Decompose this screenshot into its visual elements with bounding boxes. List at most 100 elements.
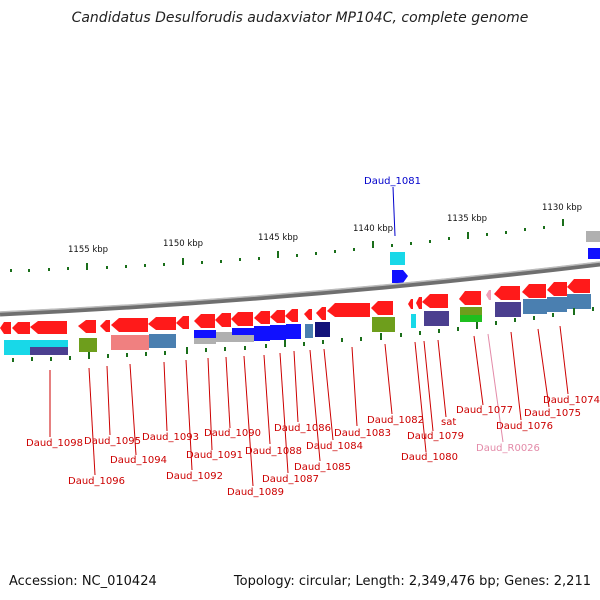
scale-label: 1150 kbp [163,239,203,249]
genome-backbone [0,261,600,317]
cds-block [460,307,482,315]
scale-label: 1130 kbp [542,203,582,213]
gene-label: Daud_1075 [524,408,581,419]
gene-label: Daud_1093 [142,432,199,443]
gene-arrow [78,320,96,333]
gene-label: Daud_1080 [401,452,458,463]
cds-block [372,317,395,332]
genome-summary-text: Topology: circular; Length: 2,349,476 bp… [233,574,591,589]
gene-label: Daud_1092 [166,471,223,482]
cds-block [567,294,591,309]
cds-block [79,338,97,352]
gene-arrow [194,314,215,328]
gene-arrow [12,322,30,334]
cds-block [315,322,330,337]
accession-text: Accession: NC_010424 [9,574,157,589]
gene-arrow [270,310,285,323]
gene-label: Daud_1096 [68,476,125,487]
scale-label: 1140 kbp [353,224,393,234]
gene-label: Daud_1084 [306,441,363,452]
gene-label: Daud_1091 [186,450,243,461]
gene-label: Daud_1089 [227,487,284,498]
gene-label: Daud_1079 [407,431,464,442]
cds-block [495,302,521,317]
cds-block [232,328,254,335]
gene-arrow [327,303,370,317]
gene-arrow [422,294,448,308]
cds-block [588,248,600,259]
cds-block [424,311,449,326]
scale-label: 1145 kbp [258,233,298,243]
cds-block [390,252,405,265]
cds-block [30,340,68,347]
gene-label: Daud_1074 [543,395,600,406]
gene-arrow [547,282,567,296]
gene-label: Daud_1094 [110,455,167,466]
cds-block [411,314,416,328]
gene-arrow [494,286,520,300]
cds-track [4,294,591,355]
gene-label: Daud_1083 [334,428,391,439]
cds-block [4,340,30,355]
gene-arrow [0,322,11,334]
cds-block [254,326,270,341]
gene-arrow [567,279,590,293]
lower-ticks [12,307,594,362]
gene-label: Daud_1082 [367,415,424,426]
gene-label: Daud_1098 [26,438,83,449]
gene-arrow [416,297,422,309]
gene-label: Daud_1088 [245,446,302,457]
cds-block [586,231,600,242]
gene-label: Daud_1090 [204,428,261,439]
gene-label: Daud_1095 [84,436,141,447]
gene-labels: Daud_1081 Daud_1098 Daud_1096 Daud_1095 … [26,176,600,498]
gene-label: Daud_1077 [456,405,513,416]
cds-block [305,324,313,338]
cds-block [149,334,176,348]
gene-label: Daud_1085 [294,462,351,473]
cds-block [232,335,254,342]
gene-arrows [0,279,590,334]
gene-arrow [522,284,546,298]
gene-arrow [316,307,326,320]
cds-block [111,335,149,350]
leader-lines [49,186,569,487]
cds-block [216,332,232,342]
gene-label: Daud_1081 [364,176,421,187]
cds-block [460,315,482,322]
gene-arrow [408,299,413,309]
gene-arrow [111,318,148,332]
gene-arrow [371,301,393,315]
cds-block [286,324,301,339]
cds-block [194,330,216,338]
gene-arrow [285,309,298,322]
upper-track [390,231,600,283]
gene-label: sat [441,417,456,428]
gene-arrow [100,320,110,332]
cds-block [547,297,567,312]
gene-label: Daud_1086 [274,423,331,434]
cds-block [523,299,547,314]
gene-arrow [254,311,270,324]
gene-arrow [459,291,481,305]
cds-block [194,338,216,344]
gene-arrow [148,317,176,330]
gene-label: Daud_1087 [262,474,319,485]
gene-arrow [176,316,189,329]
cds-block [30,347,68,355]
gene-arrow [30,321,67,334]
gene-label: Daud_1076 [496,421,553,432]
scale-label: 1135 kbp [447,214,487,224]
map-title: Candidatus Desulforudis audaxviator MP10… [71,10,529,26]
gene-arrow [486,290,491,300]
cds-block [270,325,286,340]
gene-arrow [231,312,253,326]
gene-arrow [392,270,408,283]
gene-label: Daud_R0026 [476,443,540,454]
scale-label: 1155 kbp [68,245,108,255]
gene-arrow [304,309,312,320]
scale-ticks [10,219,564,272]
gene-arrow [215,313,231,327]
